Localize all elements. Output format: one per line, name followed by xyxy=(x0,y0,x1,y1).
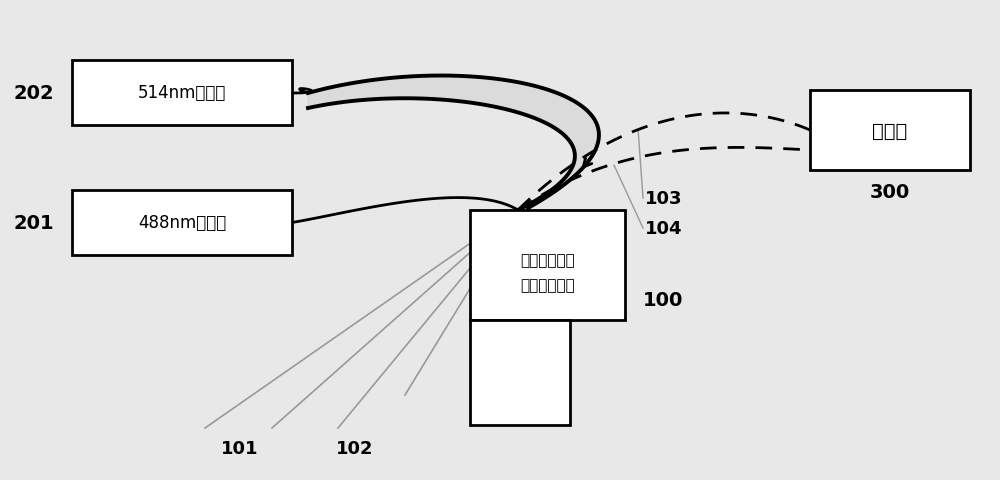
FancyBboxPatch shape xyxy=(470,320,570,425)
Text: 102: 102 xyxy=(336,439,374,457)
FancyBboxPatch shape xyxy=(470,211,625,320)
Text: 103: 103 xyxy=(645,190,682,207)
FancyBboxPatch shape xyxy=(72,191,292,255)
Text: 光谱仪: 光谱仪 xyxy=(872,121,908,140)
Text: 手持式双波长: 手持式双波长 xyxy=(520,253,575,268)
Text: 488nm激光器: 488nm激光器 xyxy=(138,214,226,232)
Text: 514nm激光器: 514nm激光器 xyxy=(138,84,226,102)
Text: 101: 101 xyxy=(221,439,259,457)
Text: 104: 104 xyxy=(645,219,682,238)
Text: 202: 202 xyxy=(14,84,54,103)
Text: 拉曼检测探头: 拉曼检测探头 xyxy=(520,278,575,293)
Text: 201: 201 xyxy=(14,214,54,232)
FancyBboxPatch shape xyxy=(810,91,970,171)
Text: 300: 300 xyxy=(870,183,910,202)
Text: 100: 100 xyxy=(643,291,683,310)
Polygon shape xyxy=(308,76,599,211)
FancyBboxPatch shape xyxy=(72,61,292,126)
